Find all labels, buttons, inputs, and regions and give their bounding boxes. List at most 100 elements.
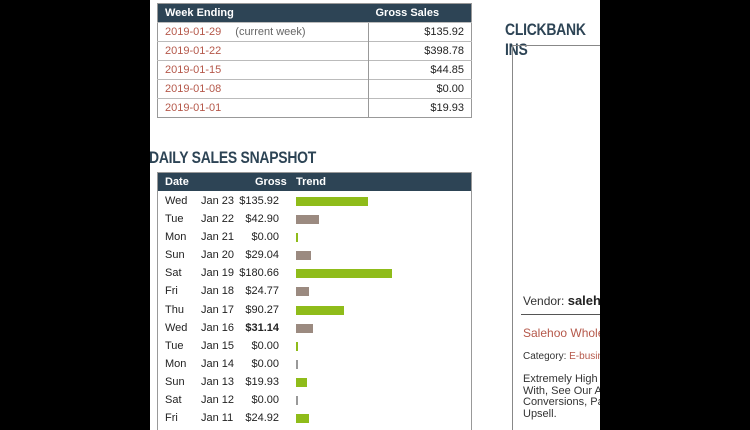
gross-cell: $398.78 — [368, 41, 472, 61]
daily-row: Fri Jan 18 $24.77 — [158, 281, 471, 299]
date-cell: Jan 21 — [201, 231, 235, 244]
trend-bar — [296, 396, 298, 406]
date-cell: Jan 17 — [201, 303, 235, 316]
daily-sales-title: DAILY SALES SNAPSHOT — [150, 148, 317, 167]
gross-cell: $0.00 — [368, 79, 472, 99]
daily-row: Mon Jan 14 $0.00 — [158, 354, 471, 372]
daily-row: Thu Jan 17 $90.27 — [158, 300, 471, 318]
week-cell: 2019-01-01 — [157, 98, 369, 118]
day-cell: Wed — [165, 321, 188, 334]
trend-bar — [296, 341, 298, 351]
week-link[interactable]: 2019-01-08 — [165, 83, 222, 95]
header-week-ending: Week Ending — [157, 3, 369, 23]
header-trend: Trend — [296, 176, 326, 188]
daily-row: Tue Jan 22 $42.90 — [158, 209, 471, 227]
day-cell: Tue — [165, 213, 184, 226]
clickbank-insights-title: CLICKBANK INS — [505, 20, 586, 59]
gross-cell: $0.00 — [251, 357, 279, 370]
date-cell: Jan 16 — [201, 321, 235, 334]
insights-panel: Vendor: saleho Salehoo Wholes Category: … — [512, 45, 600, 430]
header-date: Date — [165, 176, 189, 188]
trend-bar — [296, 377, 307, 387]
day-cell: Thu — [165, 303, 184, 316]
vendor-line: Vendor: saleho — [523, 293, 600, 308]
week-note: (current week) — [235, 26, 306, 38]
date-cell: Jan 23 — [201, 195, 235, 207]
gross-cell: $135.92 — [239, 195, 279, 207]
trend-bar — [296, 251, 312, 261]
weekly-row: 2019-01-22 $398.78 — [157, 41, 472, 61]
day-cell: Mon — [165, 231, 187, 244]
date-cell: Jan 12 — [201, 394, 235, 407]
day-cell: Fri — [165, 285, 178, 298]
daily-row: Sun Jan 20 $29.04 — [158, 245, 471, 263]
daily-row: Fri Jan 11 $24.92 — [158, 408, 471, 426]
description-line: Upsell. — [523, 407, 557, 420]
week-link[interactable]: 2019-01-15 — [165, 64, 222, 76]
trend-bar — [296, 287, 310, 297]
day-cell: Sun — [165, 375, 185, 388]
date-cell: Jan 18 — [201, 285, 235, 298]
date-cell: Jan 13 — [201, 375, 235, 388]
daily-header: Date Gross Trend — [158, 173, 471, 191]
trend-bar — [296, 233, 298, 243]
day-cell: Wed — [165, 195, 188, 207]
weekly-row: 2019-01-01 $19.93 — [157, 98, 472, 118]
header-gross-sales: Gross Sales — [368, 3, 472, 23]
day-cell: Mon — [165, 357, 187, 370]
week-cell: 2019-01-08 — [157, 79, 369, 99]
trend-bar — [296, 305, 344, 315]
divider — [521, 314, 600, 315]
daily-row: Sun Jan 13 $19.93 — [158, 372, 471, 390]
description: Extremely High N With, See Our Aff Conve… — [523, 373, 600, 420]
gross-cell: $42.90 — [245, 213, 279, 226]
daily-row: Wed Jan 23 $135.92 — [158, 191, 471, 209]
gross-cell: $24.92 — [245, 412, 279, 425]
day-cell: Sat — [165, 267, 182, 280]
weekly-row: 2019-01-15 $44.85 — [157, 60, 472, 80]
gross-cell: $31.14 — [245, 321, 279, 334]
week-link[interactable]: 2019-01-22 — [165, 45, 222, 57]
category-link[interactable]: E-busin — [569, 351, 600, 362]
gross-cell: $44.85 — [368, 60, 472, 80]
gross-cell: $19.93 — [245, 375, 279, 388]
description-line: With, See Our Aff — [523, 384, 600, 397]
daily-row: Mon Jan 21 $0.00 — [158, 227, 471, 245]
daily-row: Tue Jan 15 $0.00 — [158, 336, 471, 354]
date-cell: Jan 14 — [201, 357, 235, 370]
gross-cell: $135.92 — [368, 22, 472, 42]
week-cell: 2019-01-15 — [157, 60, 369, 80]
daily-row: Sat Jan 12 $0.00 — [158, 390, 471, 408]
gross-cell: $29.04 — [245, 249, 279, 262]
week-link[interactable]: 2019-01-01 — [165, 102, 222, 114]
category-line: Category: E-busin — [523, 351, 600, 362]
trend-bar — [296, 197, 369, 206]
trend-bar — [296, 215, 319, 225]
week-link[interactable]: 2019-01-29 — [165, 26, 222, 38]
gross-cell: $0.00 — [251, 394, 279, 407]
day-cell: Fri — [165, 412, 178, 425]
day-cell: Sat — [165, 394, 182, 407]
weekly-row: 2019-01-29 (current week) $135.92 — [157, 22, 472, 42]
date-cell: Jan 19 — [201, 267, 235, 280]
description-line: Conversions, Part — [523, 396, 600, 408]
gross-cell: $24.77 — [245, 285, 279, 298]
day-cell: Tue — [165, 339, 184, 352]
weekly-sales-table: Week Ending Gross Sales 2019-01-29 (curren… — [157, 3, 472, 118]
category-label: Category: — [523, 351, 567, 362]
header-gross: Gross — [255, 176, 287, 188]
description-line: Extremely High N — [523, 373, 600, 385]
date-cell: Jan 11 — [201, 412, 234, 425]
gross-cell: $180.66 — [239, 267, 279, 280]
product-link[interactable]: Salehoo Wholes — [523, 326, 600, 340]
gross-cell: $0.00 — [251, 339, 279, 352]
gross-cell: $0.00 — [251, 231, 279, 244]
day-cell: Sun — [165, 249, 185, 262]
vendor-name: saleho — [567, 293, 600, 308]
date-cell: Jan 15 — [201, 339, 235, 352]
gross-cell: $90.27 — [245, 303, 279, 316]
date-cell: Jan 20 — [201, 249, 235, 262]
date-cell: Jan 22 — [201, 213, 235, 226]
trend-bar — [296, 269, 392, 279]
daily-row: Sat Jan 19 $180.66 — [158, 263, 471, 281]
